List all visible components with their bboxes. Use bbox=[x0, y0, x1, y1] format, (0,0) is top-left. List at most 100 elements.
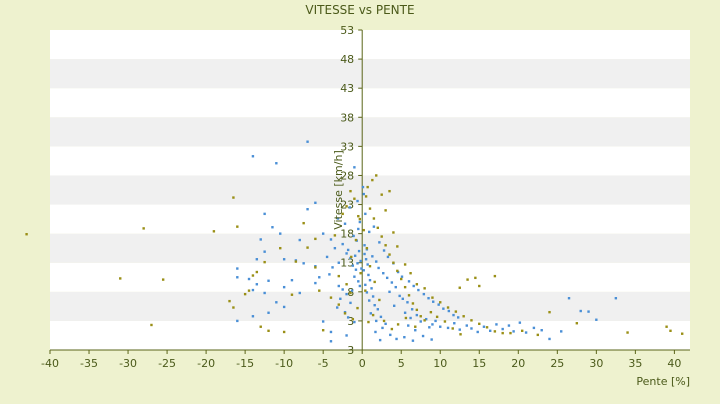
data-point bbox=[369, 312, 372, 315]
data-point bbox=[356, 306, 359, 310]
data-point bbox=[421, 334, 425, 338]
data-point bbox=[371, 295, 375, 298]
data-point bbox=[294, 260, 298, 263]
data-point bbox=[364, 212, 367, 216]
data-point bbox=[507, 324, 511, 327]
data-point bbox=[439, 325, 442, 328]
data-point bbox=[357, 249, 361, 253]
data-point bbox=[401, 297, 404, 300]
data-point bbox=[373, 280, 376, 284]
data-point bbox=[412, 284, 415, 288]
data-point bbox=[282, 258, 286, 261]
data-point bbox=[501, 331, 504, 335]
data-point bbox=[376, 308, 380, 311]
data-point bbox=[373, 304, 376, 307]
data-point bbox=[520, 329, 524, 332]
x-tick-label: 15 bbox=[472, 357, 486, 370]
data-point bbox=[359, 272, 362, 275]
data-point bbox=[432, 300, 435, 303]
data-point bbox=[255, 283, 259, 286]
data-point bbox=[352, 234, 355, 238]
data-point bbox=[501, 327, 504, 331]
data-point bbox=[423, 287, 426, 290]
data-point bbox=[358, 220, 362, 224]
data-point bbox=[431, 296, 434, 299]
data-point bbox=[442, 307, 445, 310]
data-point bbox=[346, 248, 350, 252]
x-tick-label: 5 bbox=[398, 357, 405, 370]
y-tick-label: 18 bbox=[340, 228, 354, 241]
data-point bbox=[669, 329, 672, 332]
data-point bbox=[161, 278, 165, 281]
data-point bbox=[452, 313, 455, 317]
data-point bbox=[351, 264, 355, 267]
data-point bbox=[389, 333, 392, 337]
data-point bbox=[298, 291, 301, 295]
data-point bbox=[357, 227, 360, 231]
data-point bbox=[376, 226, 380, 230]
data-point bbox=[363, 252, 366, 256]
data-point bbox=[263, 260, 266, 264]
data-point bbox=[357, 280, 360, 283]
data-point bbox=[279, 232, 282, 235]
data-point bbox=[263, 250, 266, 253]
data-point bbox=[362, 228, 365, 232]
data-point bbox=[375, 260, 378, 263]
data-point bbox=[321, 232, 325, 235]
data-point bbox=[518, 321, 522, 324]
data-point bbox=[388, 189, 391, 193]
data-point bbox=[350, 289, 354, 292]
data-point bbox=[282, 330, 286, 334]
data-point bbox=[333, 246, 337, 250]
data-point bbox=[333, 234, 337, 237]
data-point bbox=[512, 330, 515, 333]
data-point bbox=[665, 325, 668, 328]
data-point bbox=[348, 206, 351, 209]
data-point bbox=[346, 316, 350, 319]
data-point bbox=[367, 320, 370, 324]
data-point bbox=[349, 189, 352, 193]
data-point bbox=[400, 277, 403, 281]
data-point bbox=[351, 317, 355, 321]
plot-band bbox=[50, 175, 690, 205]
x-tick-label: -30 bbox=[119, 357, 137, 370]
plot-bands bbox=[50, 30, 690, 350]
data-point bbox=[417, 288, 420, 292]
data-point bbox=[392, 261, 395, 264]
x-tick-label: 20 bbox=[511, 357, 525, 370]
data-point bbox=[386, 255, 390, 259]
data-point bbox=[371, 178, 374, 182]
data-point bbox=[394, 285, 397, 289]
data-point bbox=[251, 288, 255, 292]
data-point bbox=[371, 255, 374, 258]
data-point bbox=[451, 327, 454, 330]
data-point bbox=[364, 289, 367, 292]
plot-band bbox=[50, 59, 690, 89]
data-point bbox=[382, 319, 386, 323]
data-point bbox=[236, 276, 239, 279]
x-tick-label: -40 bbox=[41, 357, 59, 370]
data-point bbox=[368, 207, 372, 210]
data-point bbox=[478, 322, 481, 326]
data-point bbox=[236, 267, 239, 270]
data-point bbox=[336, 306, 339, 309]
data-point bbox=[411, 302, 415, 305]
x-tick-label: 10 bbox=[433, 357, 447, 370]
data-point bbox=[410, 308, 414, 311]
data-point bbox=[439, 301, 442, 304]
data-point bbox=[540, 329, 543, 332]
data-point bbox=[419, 315, 422, 318]
data-point bbox=[345, 205, 348, 208]
data-point bbox=[368, 265, 372, 268]
data-point bbox=[447, 309, 451, 313]
data-point bbox=[363, 244, 366, 247]
data-point bbox=[680, 332, 684, 335]
chart-title: VITESSE vs PENTE bbox=[305, 3, 414, 17]
data-point bbox=[359, 259, 362, 263]
data-point bbox=[290, 278, 294, 282]
x-tick-label: 25 bbox=[550, 357, 564, 370]
data-point bbox=[423, 319, 426, 322]
data-point bbox=[415, 283, 419, 286]
data-point bbox=[482, 325, 486, 328]
